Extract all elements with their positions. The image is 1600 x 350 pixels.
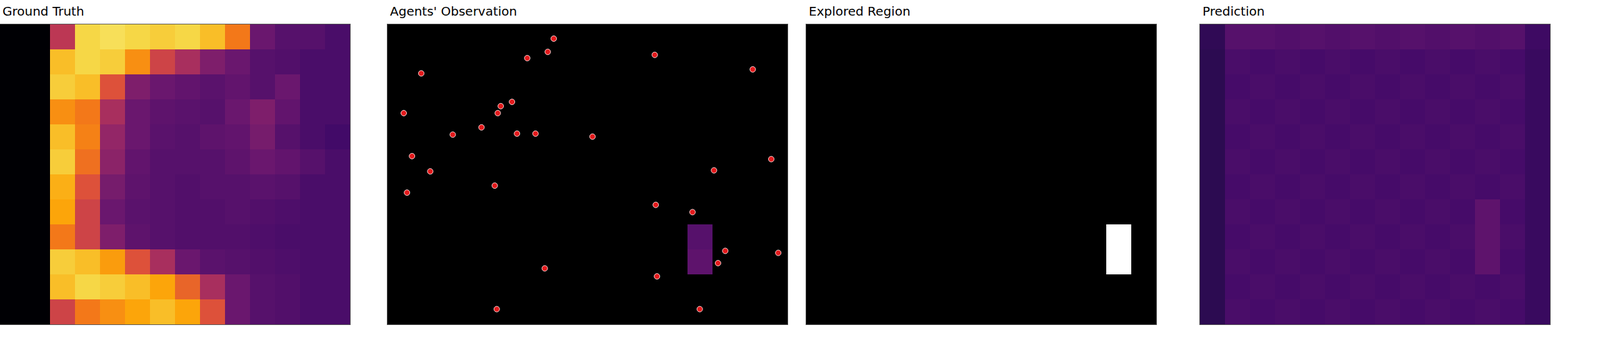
svg-text:Prediction: Prediction — [1202, 3, 1265, 19]
svg-text:Explored Region: Explored Region — [808, 3, 911, 19]
svg-text:Ground Truth: Ground Truth — [2, 3, 85, 19]
svg-text:Agents' Observation: Agents' Observation — [390, 3, 517, 19]
